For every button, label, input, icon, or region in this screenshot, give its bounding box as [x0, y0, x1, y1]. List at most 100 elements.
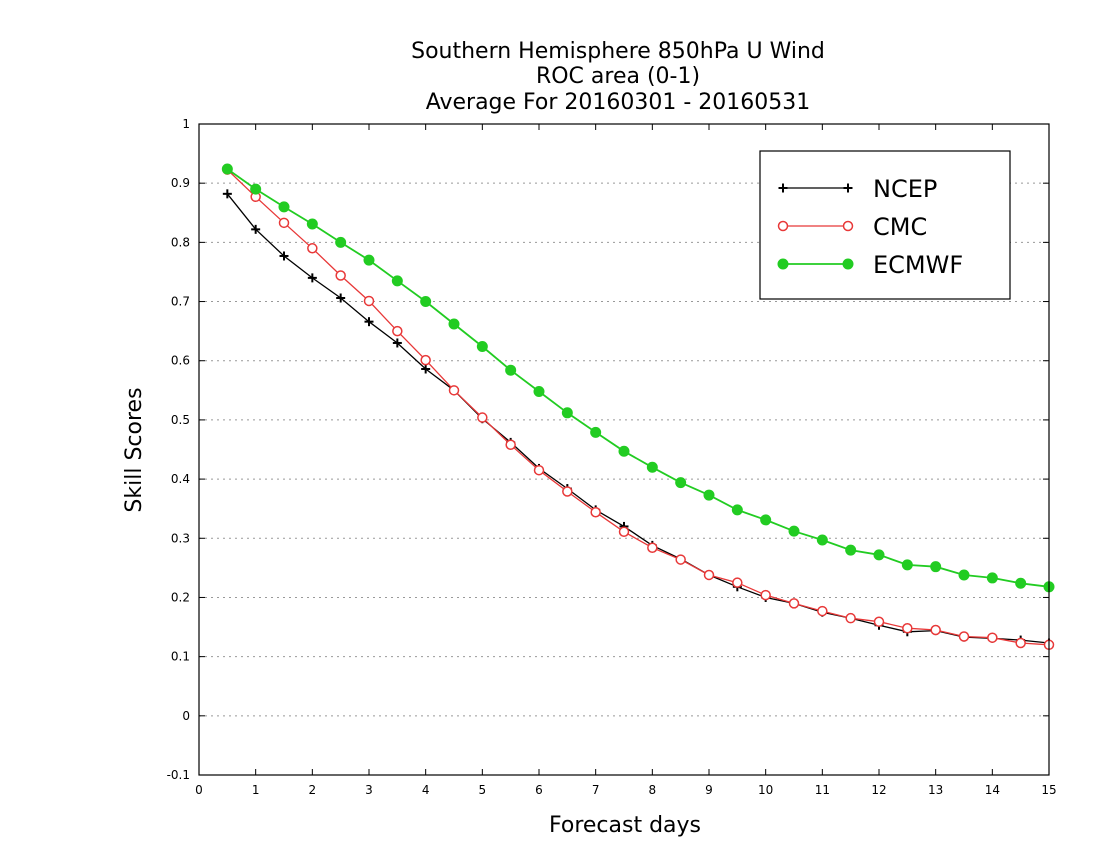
x-tick-label: 9	[705, 783, 713, 797]
cmc-point	[760, 589, 771, 601]
ncep-point	[336, 293, 346, 303]
legend-marker	[842, 258, 854, 270]
ecmwf-point	[561, 407, 573, 419]
series-ecmwf	[221, 163, 1055, 593]
cmc-point	[902, 622, 913, 634]
y-tick-label: 0.1	[171, 650, 190, 664]
x-tick-label: 7	[592, 783, 600, 797]
title-line-2: ROC area (0-1)	[536, 64, 700, 89]
cmc-point	[1015, 637, 1026, 649]
ecmwf-point	[930, 561, 942, 573]
x-tick-label: 8	[649, 783, 657, 797]
ecmwf-point	[788, 525, 800, 537]
cmc-point	[958, 631, 970, 642]
ecmwf-point	[391, 275, 403, 287]
ecmwf-point	[1015, 577, 1027, 589]
ecmwf-point	[986, 572, 998, 584]
ncep-point	[421, 364, 431, 374]
ecmwf-point	[363, 254, 375, 266]
cmc-point	[930, 624, 941, 636]
title-line-3: Average For 20160301 - 20160531	[426, 90, 811, 115]
ncep-point	[364, 317, 374, 327]
cmc-point	[675, 554, 686, 565]
legend-label-cmc: CMC	[873, 213, 927, 241]
legend-marker	[778, 183, 788, 193]
cmc-point	[420, 354, 431, 366]
y-tick-label: 0.9	[171, 176, 190, 190]
cmc-point	[307, 243, 318, 254]
x-tick-label: 13	[928, 783, 943, 797]
cmc-point	[647, 542, 658, 553]
ecmwf-point	[533, 386, 545, 398]
cmc-point	[590, 506, 601, 518]
ncep-point	[251, 224, 261, 234]
chart-title: Southern Hemisphere 850hPa U Wind ROC ar…	[411, 39, 825, 115]
series-cmc	[222, 164, 1055, 651]
series-group	[221, 163, 1055, 651]
y-axis-title: Skill Scores	[122, 387, 147, 512]
cmc-point	[392, 325, 403, 337]
legend-marker	[777, 258, 789, 270]
cmc-point	[788, 598, 800, 609]
cmc-point	[873, 616, 885, 627]
ecmwf-point	[731, 504, 743, 516]
x-tick-label: 2	[309, 783, 317, 797]
ecmwf-point	[703, 489, 715, 501]
ncep-point	[392, 338, 402, 348]
cmc-point	[987, 632, 998, 643]
x-tick-label: 0	[195, 783, 203, 797]
legend-label-ncep: NCEP	[873, 175, 937, 203]
cmc-point	[618, 526, 630, 538]
x-tick-label: 6	[535, 783, 543, 797]
ecmwf-point	[590, 426, 602, 438]
x-tick-label: 5	[479, 783, 487, 797]
cmc-point	[817, 605, 828, 617]
legend: NCEP CMC ECMWF	[759, 150, 1011, 300]
x-tick-label: 11	[815, 783, 830, 797]
y-tick-label: -0.1	[167, 768, 190, 782]
cmc-point	[703, 569, 715, 581]
ncep-point	[307, 273, 317, 283]
legend-marker	[843, 183, 853, 193]
ecmwf-point	[646, 461, 658, 473]
ecmwf-point	[420, 296, 432, 308]
cmc-point	[533, 464, 545, 476]
ecmwf-point	[335, 236, 347, 248]
cmc-point	[477, 412, 488, 423]
title-line-1: Southern Hemisphere 850hPa U Wind	[411, 39, 825, 64]
y-tick-label: 0.7	[171, 295, 190, 309]
ecmwf-point	[816, 534, 828, 546]
y-tick-label: 0.8	[171, 235, 190, 249]
x-tick-label: 12	[871, 783, 886, 797]
ncep-point	[222, 189, 232, 199]
y-tick-label: 0.6	[171, 354, 190, 368]
y-tick-label: 0.2	[171, 590, 190, 604]
y-tick-label: 0.5	[171, 413, 190, 427]
legend-marker	[842, 220, 854, 232]
cmc-point	[278, 217, 290, 229]
y-tick-label: 0.4	[171, 472, 190, 486]
y-tick-label: 1	[182, 117, 190, 131]
legend-item-ncep: NCEP	[778, 175, 937, 203]
ecmwf-point	[278, 201, 290, 213]
legend-label-ecmwf: ECMWF	[873, 251, 963, 279]
ncep-line	[226, 193, 1050, 644]
ecmwf-point	[760, 514, 772, 526]
ecmwf-point	[476, 341, 488, 353]
legend-item-ecmwf: ECMWF	[777, 251, 963, 279]
ecmwf-point	[958, 569, 970, 581]
x-tick-label: 14	[985, 783, 1000, 797]
ecmwf-point	[250, 183, 262, 195]
ecmwf-point	[448, 318, 460, 330]
y-tick-label: 0.3	[171, 531, 190, 545]
ecmwf-point	[618, 445, 630, 457]
ecmwf-point	[505, 364, 517, 376]
ecmwf-point	[221, 163, 233, 175]
x-axis-title: Forecast days	[549, 813, 701, 838]
cmc-point	[845, 612, 856, 624]
x-tick-label: 3	[365, 783, 373, 797]
y-tick-label: 0	[182, 709, 190, 723]
ecmwf-point	[901, 559, 913, 571]
legend-box	[759, 150, 1011, 300]
